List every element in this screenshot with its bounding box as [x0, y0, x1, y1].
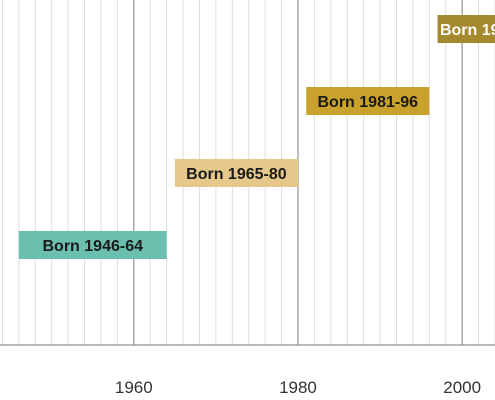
generation-bar-label: Born 1946-64	[43, 238, 144, 255]
x-tick-label: 1980	[279, 378, 317, 397]
x-axis: 1960 1980 2000	[115, 378, 481, 397]
generation-bar	[306, 87, 430, 115]
generation-bar-group: Born 1965-80	[174, 159, 298, 187]
x-tick-label: 1960	[115, 378, 153, 397]
generation-bar-label: Born 1965-80	[186, 166, 287, 183]
generation-bar-label: Born 1981-96	[318, 94, 419, 111]
generation-bar-group: Born 1981-96	[306, 87, 430, 115]
generation-bar-label: Born 1997-2012	[440, 22, 495, 39]
generation-bar	[174, 159, 298, 187]
generation-bar-group: Born 1946-64	[18, 231, 167, 259]
x-tick-label: 2000	[443, 378, 481, 397]
generation-bars: Born 1946-64 Born 1965-80 Born 1981-96 Born…	[18, 15, 495, 259]
generation-bar-group: Born 1997-2012	[437, 15, 495, 43]
generation-bar	[437, 15, 495, 43]
generation-bar	[18, 231, 167, 259]
